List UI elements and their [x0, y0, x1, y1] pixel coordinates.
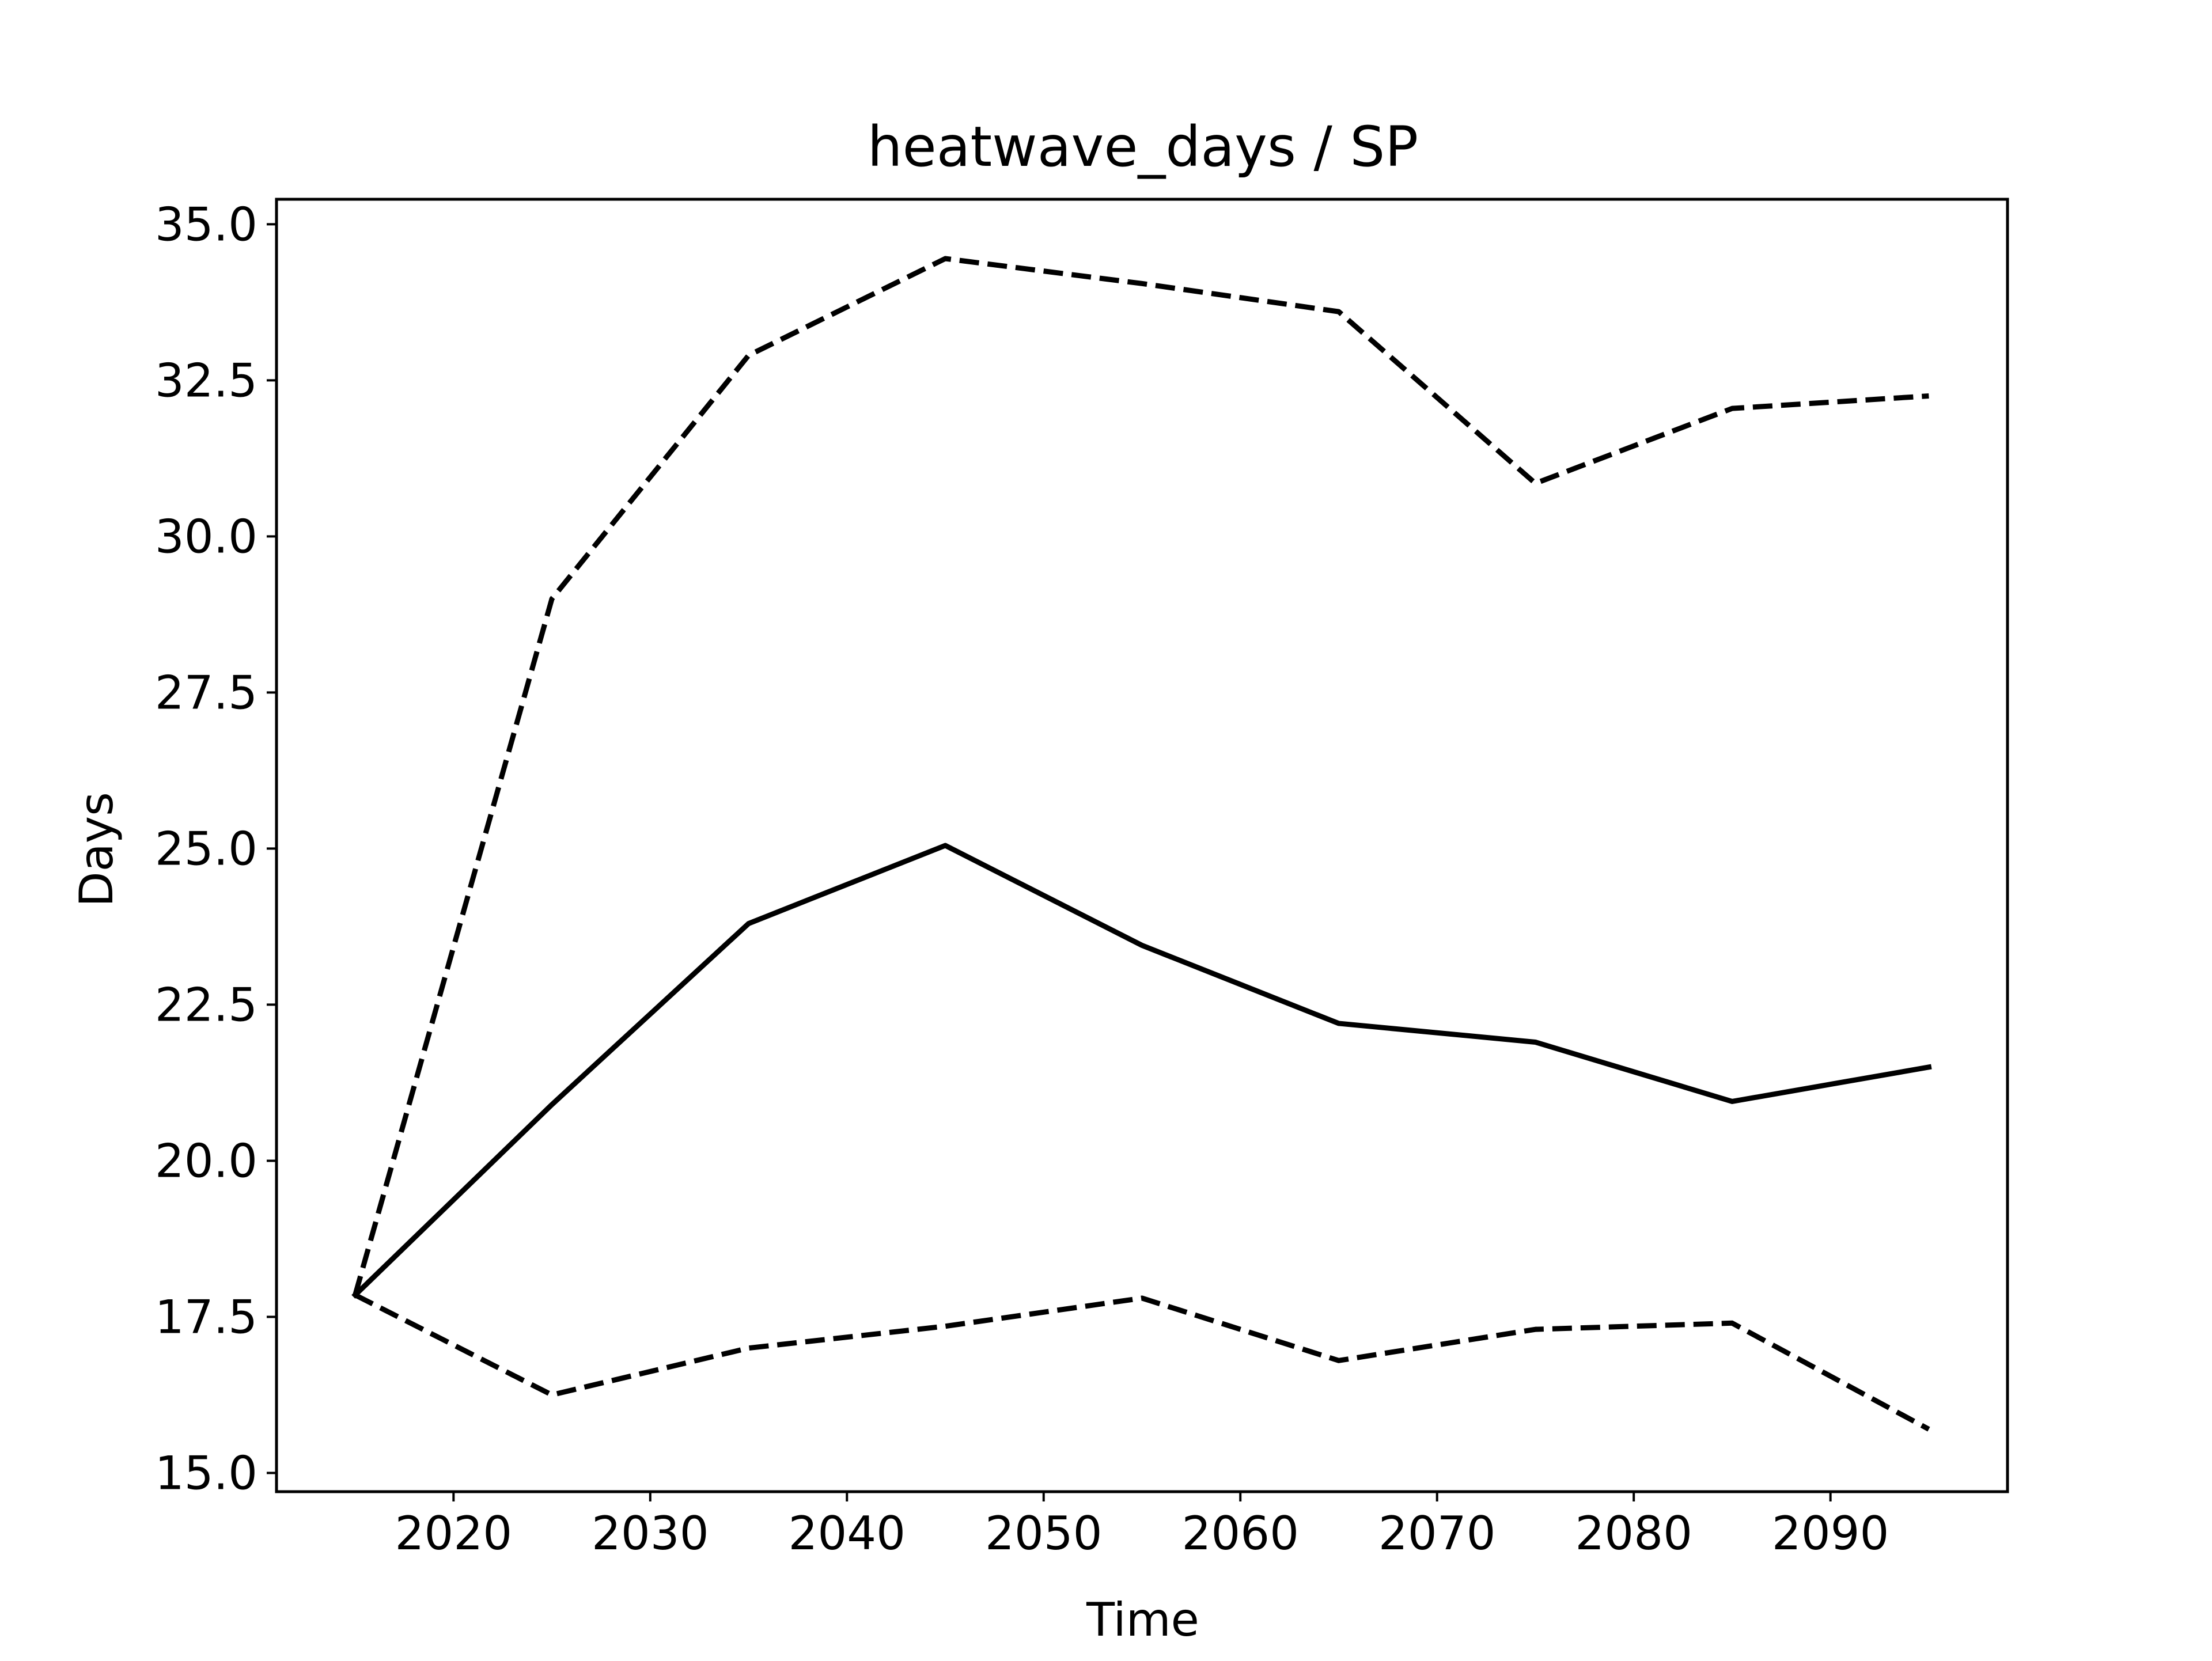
x-tick-label: 2060 [1181, 1507, 1299, 1560]
x-tick-label: 2090 [1772, 1507, 1889, 1560]
y-tick-label: 22.5 [155, 978, 257, 1032]
x-tick-label: 2040 [788, 1507, 906, 1560]
plot-area-frame [275, 198, 2009, 1493]
x-axis-label: Time [1086, 1593, 1199, 1647]
chart-title: heatwave_days / SP [868, 115, 1418, 179]
x-tick-label: 2070 [1378, 1507, 1496, 1560]
x-axis-ticks: 2020 2030 2040 2050 2060 2070 2080 2090 [395, 1492, 1889, 1560]
y-tick-label: 30.0 [155, 510, 257, 563]
x-tick-label: 2080 [1575, 1507, 1692, 1560]
series-line-lower [354, 1292, 1930, 1432]
y-tick-label: 20.0 [155, 1134, 257, 1188]
y-tick-label: 25.0 [155, 822, 257, 875]
series-line-median [351, 843, 1932, 1299]
x-tick-label: 2020 [395, 1507, 513, 1560]
y-axis-label: Days [70, 792, 123, 907]
series-line-upper [353, 256, 1929, 1296]
y-tick-label: 32.5 [155, 354, 257, 407]
series-layer [351, 256, 1932, 1432]
y-axis-ticks: 15.0 17.5 20.0 22.5 25.0 27.5 30.0 32.5 35.0 [155, 198, 276, 1500]
x-tick-label: 2030 [592, 1507, 709, 1560]
y-tick-label: 15.0 [155, 1446, 257, 1500]
y-tick-label: 35.0 [155, 198, 257, 251]
x-tick-label: 2050 [985, 1507, 1103, 1560]
y-tick-label: 27.5 [155, 666, 257, 719]
y-tick-label: 17.5 [155, 1290, 257, 1344]
